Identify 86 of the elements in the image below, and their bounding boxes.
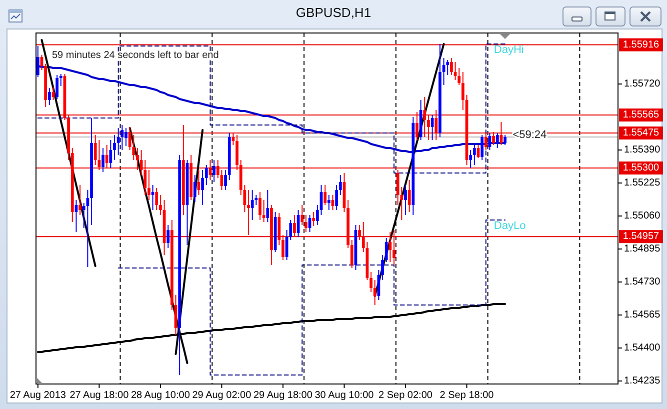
ref-line-label: 1.54957: [622, 231, 660, 242]
candlestick: [148, 170, 150, 200]
x-tick-label: 2 Sep 18:00: [440, 390, 494, 401]
candlestick: [492, 132, 495, 146]
x-tick-label: 29 Aug 02:00: [192, 390, 252, 401]
candlestick: [48, 88, 51, 106]
candlestick: [392, 230, 396, 266]
x-tick-label: 27 Aug 18:00: [70, 390, 130, 401]
candlestick: [373, 280, 376, 306]
candlestick: [109, 140, 112, 168]
candlestick: [136, 148, 139, 170]
candlestick: [416, 112, 418, 140]
candlestick: [159, 194, 162, 216]
candlestick: [381, 254, 384, 280]
y-tick-label: 1.54400: [624, 342, 661, 354]
candlestick: [201, 170, 204, 206]
y-tick-label: 1.55060: [624, 210, 661, 222]
candlestick: [434, 110, 438, 140]
series-label: DayLo: [494, 220, 526, 232]
candlestick: [266, 190, 270, 222]
y-tick-label: 1.54895: [624, 244, 661, 255]
candlestick: [166, 224, 170, 248]
candlestick: [388, 232, 392, 262]
candlestick: [335, 184, 338, 210]
candlestick: [496, 132, 499, 148]
candlestick: [324, 184, 327, 206]
candlestick: [113, 134, 116, 160]
candlestick: [124, 128, 128, 146]
candlestick: [370, 272, 372, 292]
candlestick: [293, 214, 296, 236]
x-tick-label: 2 Sep 02:00: [378, 390, 433, 401]
candlestick: [427, 114, 430, 140]
candlestick: [155, 188, 158, 210]
y-tick-label: 1.55390: [624, 144, 661, 156]
y-tick-label: 1.54235: [624, 376, 661, 387]
candlestick: [212, 160, 216, 182]
candlestick: [358, 224, 361, 240]
candlestick: [408, 180, 411, 212]
y-tick-label: 1.54565: [624, 310, 661, 321]
candlestick: [300, 204, 304, 226]
chart-title: GBPUSD,H1: [296, 5, 372, 20]
candlestick: [59, 74, 62, 86]
candlestick: [250, 190, 254, 220]
y-tick-label: 1.55720: [624, 78, 661, 90]
x-tick-label: 29 Aug 18:00: [253, 390, 313, 401]
candlestick: [262, 200, 266, 222]
candlestick: [384, 238, 388, 262]
candlestick: [312, 212, 316, 226]
candlestick: [484, 132, 488, 150]
candlestick: [258, 192, 262, 220]
candlestick: [116, 128, 120, 156]
x-tick-label: 27 Aug 2013: [10, 390, 66, 401]
candlestick: [504, 134, 506, 146]
candlestick: [404, 184, 407, 216]
candlestick: [105, 144, 108, 168]
ref-line-label: 1.55916: [622, 39, 660, 50]
candlestick: [36, 46, 40, 78]
x-tick-label: 28 Aug 10:00: [130, 390, 190, 401]
candlestick: [282, 234, 284, 260]
candlestick: [423, 96, 426, 138]
candlestick: [480, 134, 484, 160]
candlestick: [472, 144, 476, 166]
y-tick-label: 1.54730: [624, 276, 661, 288]
candlestick: [102, 148, 104, 172]
candlestick: [78, 184, 82, 216]
candlestick: [316, 204, 319, 226]
candlestick: [450, 58, 453, 76]
x-tick-label: 30 Aug 10:00: [314, 390, 374, 401]
ref-line-label: 1.55475: [622, 128, 660, 139]
candlestick: [193, 174, 196, 202]
ref-line-label: 1.55300: [622, 162, 660, 174]
ref-line-label: 1.55565: [622, 110, 660, 121]
candlestick: [278, 212, 281, 246]
candlestick: [236, 134, 238, 170]
candlestick: [469, 150, 472, 168]
series-label: DayHi: [494, 44, 524, 56]
candlestick: [327, 194, 330, 210]
candlestick: [224, 170, 227, 190]
candlestick: [304, 214, 308, 232]
candlestick: [247, 190, 250, 236]
candlestick: [350, 240, 354, 268]
candlestick: [56, 74, 58, 100]
candlestick: [461, 72, 464, 110]
y-tick-label: 1.55225: [624, 178, 661, 189]
candlestick: [204, 164, 208, 186]
candlestick: [338, 174, 342, 196]
